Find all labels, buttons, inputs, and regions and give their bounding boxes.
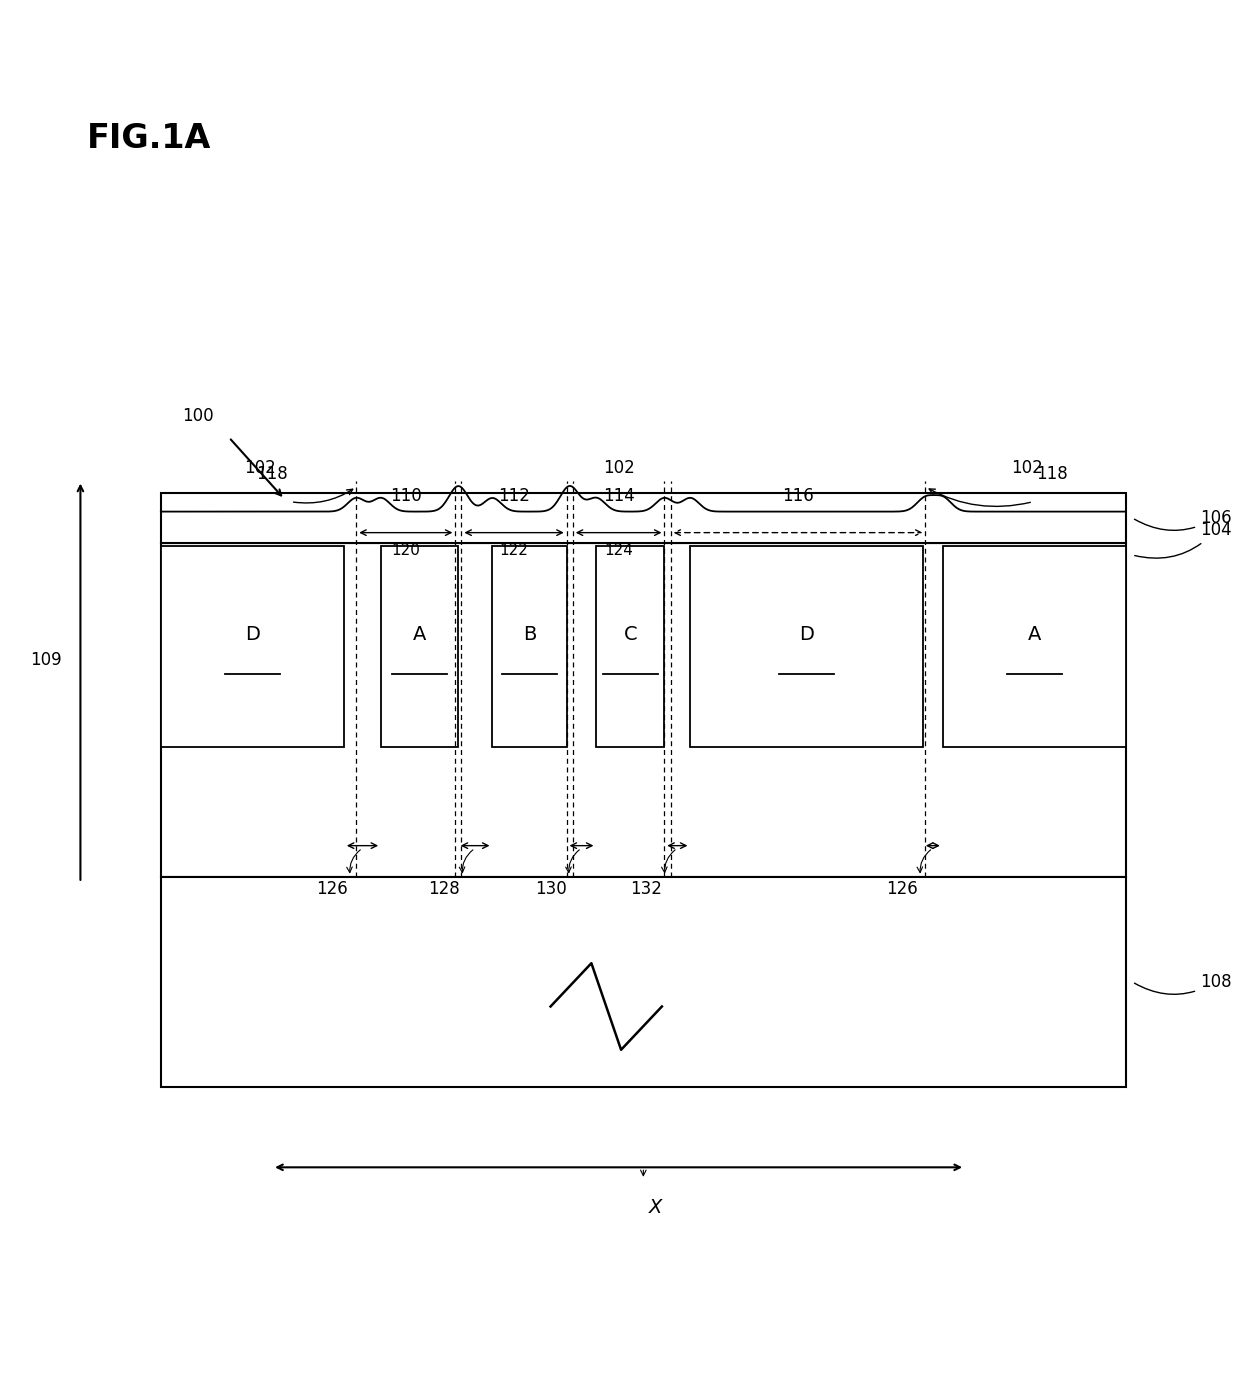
Text: X: X bbox=[649, 1198, 662, 1218]
Text: 102: 102 bbox=[603, 459, 635, 477]
Text: 118: 118 bbox=[1035, 466, 1068, 484]
Text: 108: 108 bbox=[1135, 973, 1231, 994]
Bar bbox=[492, 546, 567, 746]
Bar bbox=[161, 543, 1126, 876]
Text: 122: 122 bbox=[500, 543, 528, 557]
Text: 130: 130 bbox=[534, 880, 567, 898]
Text: 110: 110 bbox=[389, 488, 422, 506]
Bar bbox=[691, 546, 923, 746]
Text: 102: 102 bbox=[244, 459, 275, 477]
Text: 118: 118 bbox=[257, 466, 288, 484]
Text: C: C bbox=[624, 625, 637, 644]
Text: 114: 114 bbox=[603, 488, 635, 506]
Bar bbox=[161, 493, 1126, 543]
Bar bbox=[942, 546, 1126, 746]
Text: 106: 106 bbox=[1135, 509, 1231, 531]
Text: 126: 126 bbox=[316, 880, 347, 898]
Bar bbox=[161, 546, 343, 746]
Text: 112: 112 bbox=[498, 488, 529, 506]
Text: 104: 104 bbox=[1135, 521, 1231, 558]
Text: 116: 116 bbox=[782, 488, 813, 506]
Text: 126: 126 bbox=[887, 880, 918, 898]
Text: 120: 120 bbox=[392, 543, 420, 557]
Bar bbox=[161, 876, 1126, 1086]
Text: FIG.1A: FIG.1A bbox=[87, 122, 211, 155]
Text: 100: 100 bbox=[182, 408, 213, 426]
Bar bbox=[596, 546, 665, 746]
Text: 124: 124 bbox=[604, 543, 634, 557]
Text: A: A bbox=[1028, 625, 1042, 644]
Text: 132: 132 bbox=[630, 880, 662, 898]
Text: B: B bbox=[523, 625, 536, 644]
Text: D: D bbox=[246, 625, 260, 644]
Text: D: D bbox=[800, 625, 815, 644]
Text: A: A bbox=[413, 625, 427, 644]
Text: 102: 102 bbox=[1011, 459, 1043, 477]
Text: 109: 109 bbox=[30, 651, 62, 669]
Text: 128: 128 bbox=[428, 880, 460, 898]
Bar bbox=[381, 546, 458, 746]
